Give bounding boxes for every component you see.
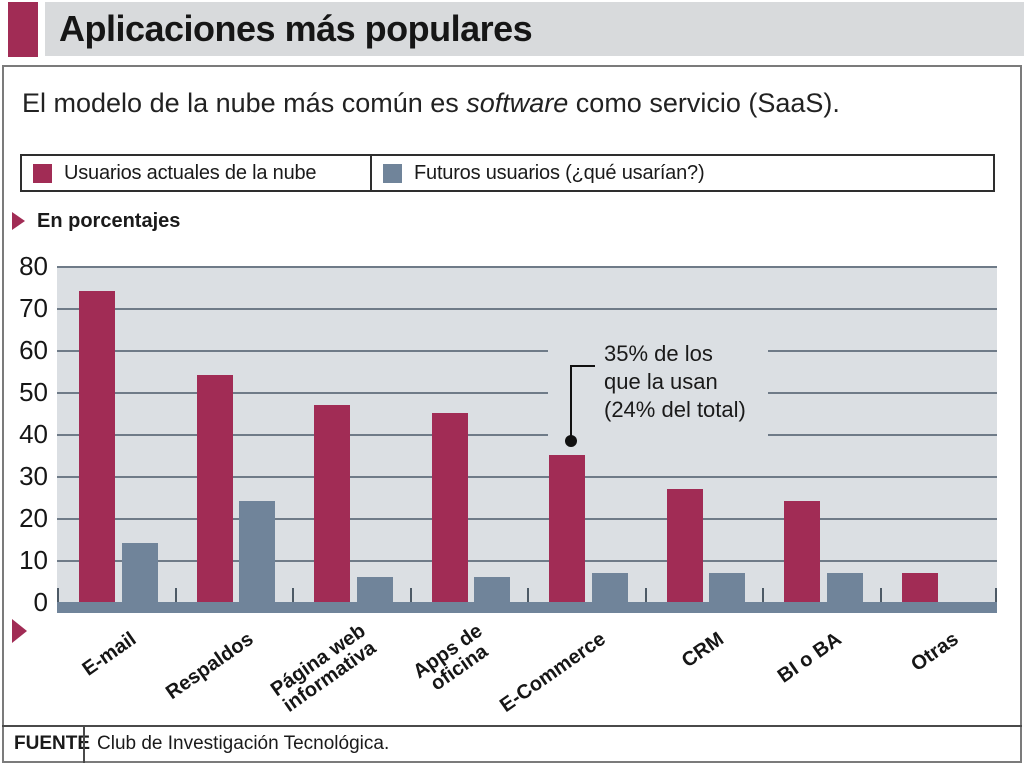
legend-swatch-future (383, 163, 402, 183)
bar-future-4 (591, 573, 628, 602)
bar-future-1 (239, 501, 275, 602)
callout-dot (565, 435, 577, 447)
bar-current-7 (901, 573, 938, 602)
annotation-line-2: que la usan (604, 369, 718, 394)
axis-units-note: En porcentajes (37, 210, 181, 232)
annotation-line-1: 35% de los (604, 341, 713, 366)
legend-swatch-current (33, 163, 52, 183)
header-accent-block (8, 2, 38, 57)
bar-current-5 (666, 489, 703, 602)
gridline-60 (57, 350, 997, 352)
note-triangle-icon (12, 212, 25, 230)
legend-item-future-users: Futuros usuarios (¿qué usarían?) (372, 156, 993, 190)
legend-item-current-users: Usuarios actuales de la nube (22, 156, 372, 190)
page-title: Aplicaciones más populares (59, 8, 533, 49)
header-band: Aplicaciones más populares (45, 2, 1024, 56)
source-text: Club de Investigación Tecnológica. (97, 733, 390, 754)
bar-current-1 (196, 375, 233, 602)
bar-future-5 (709, 573, 745, 602)
axis-triangle-icon (12, 619, 27, 643)
legend-label-future: Futuros usuarios (¿qué usarían?) (414, 161, 705, 184)
subtitle-emphasis: software (466, 88, 569, 118)
bar-current-4 (549, 455, 585, 602)
gridline-70 (57, 308, 997, 310)
gridline-50 (57, 392, 997, 394)
callout-line-horizontal (570, 365, 595, 367)
bar-current-3 (431, 413, 468, 602)
legend-label-current: Usuarios actuales de la nube (64, 161, 317, 184)
subtitle-prefix: El modelo de la nube más común es (22, 88, 467, 118)
subtitle-suffix: como servicio (SaaS). (568, 88, 840, 118)
bar-future-3 (474, 577, 510, 602)
bar-future-2 (356, 577, 393, 602)
callout-line-vertical (570, 365, 572, 438)
annotation-line-3: (24% del total) (604, 397, 746, 422)
figure-subtitle: El modelo de la nube más común es softwa… (22, 88, 840, 119)
bar-current-0 (79, 291, 115, 602)
bar-future-6 (826, 573, 863, 602)
gridline-30 (57, 476, 997, 478)
footer-divider (2, 725, 1022, 727)
source-label: FUENTE (14, 733, 90, 754)
bar-future-0 (121, 543, 158, 602)
chart-plot (57, 266, 997, 602)
gridline-80 (57, 266, 997, 268)
legend: Usuarios actuales de la nube Futuros usu… (20, 154, 995, 192)
gridline-40 (57, 434, 997, 436)
footer-vertical-divider (83, 727, 85, 763)
bar-current-2 (314, 405, 350, 602)
annotation-background (548, 334, 768, 446)
gridline-10 (57, 560, 997, 562)
annotation-text: 35% de los que la usan (24% del total) (604, 340, 746, 424)
gridline-20 (57, 518, 997, 520)
x-axis-baseline (57, 602, 997, 613)
bar-current-6 (784, 501, 820, 602)
